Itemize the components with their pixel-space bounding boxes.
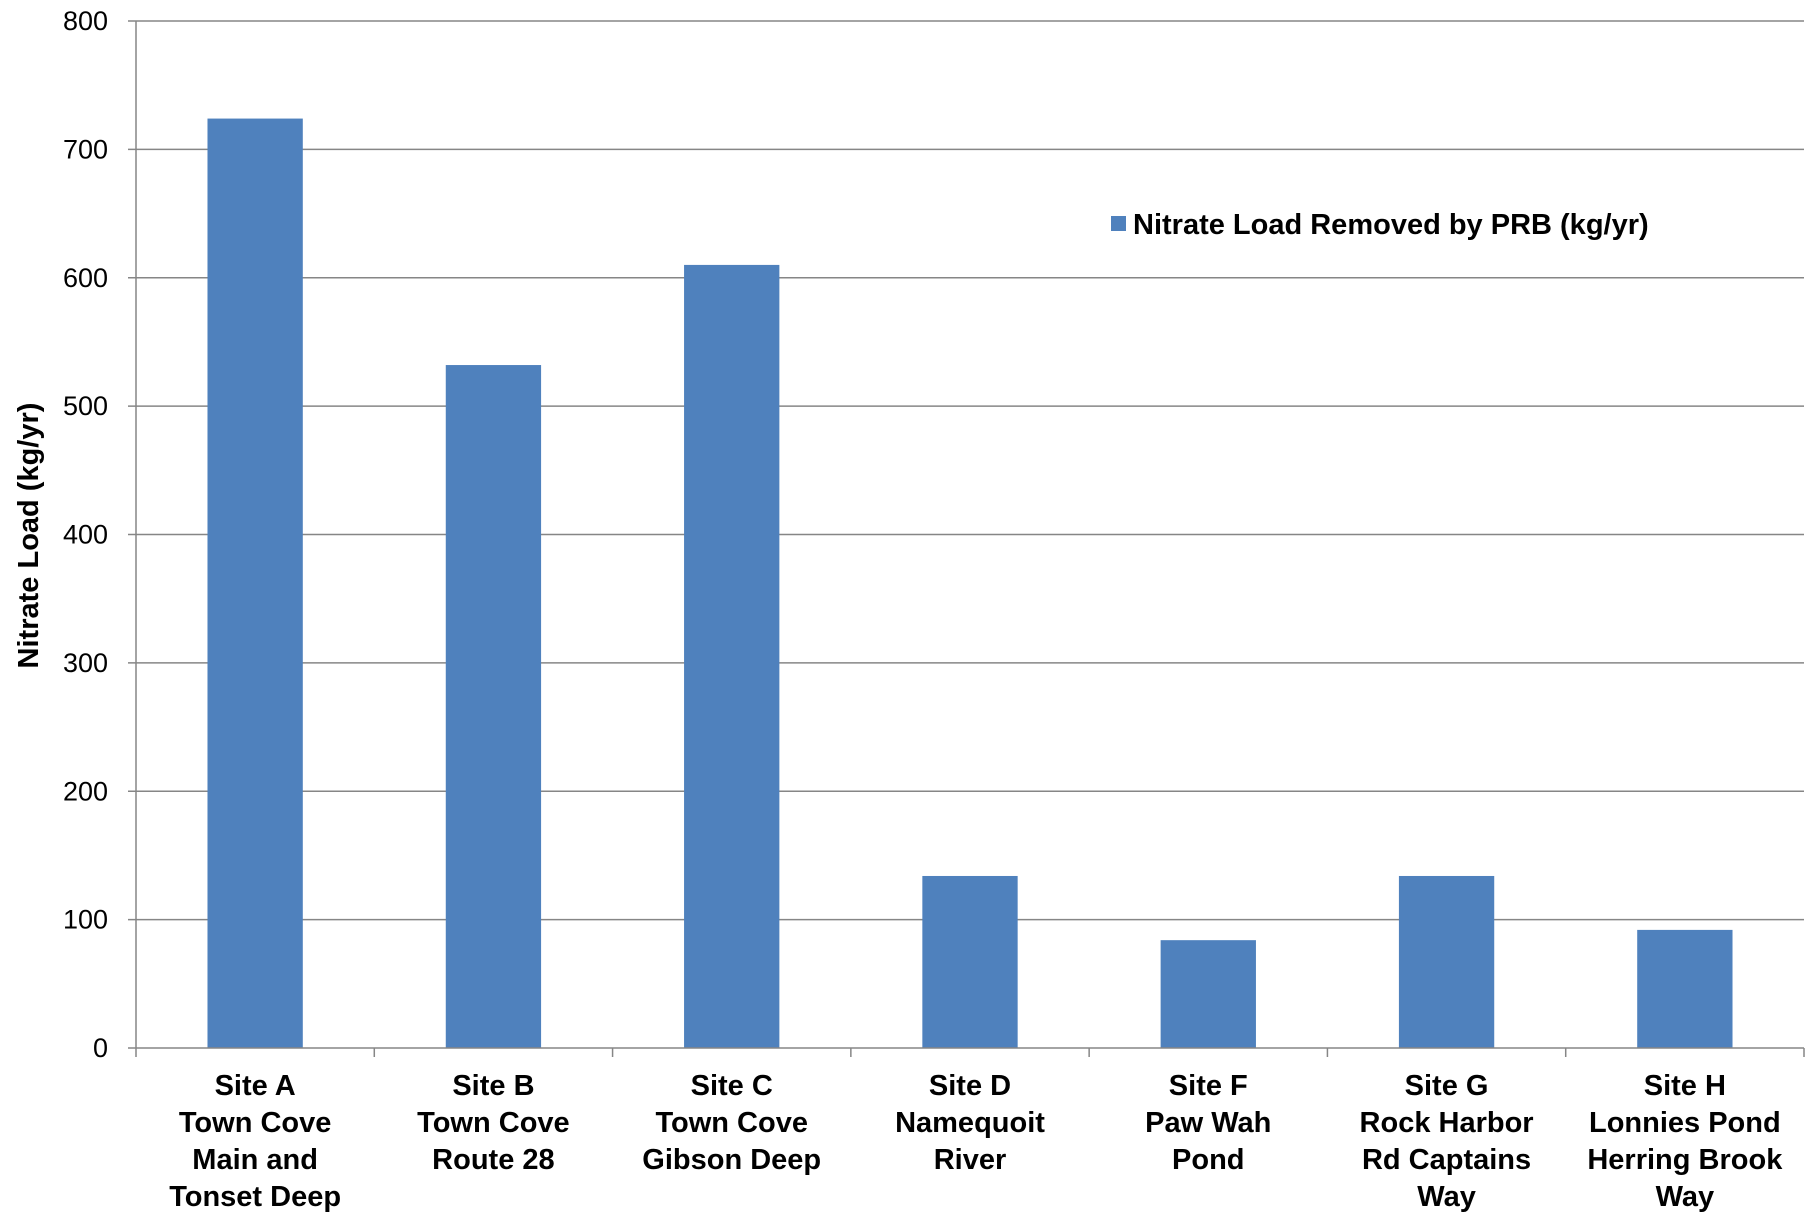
y-tick-label: 700 [63, 134, 108, 164]
x-category-label-line: Site H [1644, 1070, 1726, 1102]
axes [128, 20, 1805, 1057]
x-category-label: Site F Paw Wah Pond [1145, 1070, 1271, 1176]
x-category-label-line: Site F [1169, 1070, 1248, 1102]
x-category-label-line: Way [1417, 1181, 1476, 1213]
x-category-label-line: Gibson Deep [642, 1144, 821, 1176]
y-tick-label: 400 [63, 520, 108, 550]
x-category-label-line: Site G [1405, 1070, 1489, 1102]
bars [207, 118, 1733, 1049]
x-category-label-line: Main and [192, 1144, 318, 1176]
x-category-label-line: Town Cove [179, 1107, 332, 1139]
bar [684, 264, 780, 1049]
y-tick-label: 300 [63, 648, 108, 678]
legend-swatch [1111, 216, 1126, 231]
bar [207, 118, 303, 1048]
x-category-label-line: Tonset Deep [169, 1181, 341, 1213]
x-category-label-line: Namequoit [895, 1107, 1045, 1139]
x-category-label: Site A Town Cove Main and Tonset Deep [169, 1070, 341, 1213]
x-category-label-line: Route 28 [432, 1144, 554, 1176]
y-tick-labels: 0 100 200 300 400 500 600 700 800 [63, 6, 108, 1063]
x-category-label-line: River [934, 1144, 1007, 1176]
x-category-label-line: Rock Harbor [1360, 1107, 1534, 1139]
x-category-label-line: Pond [1172, 1144, 1245, 1176]
x-category-label: Site H Lonnies Pond Herring Brook Way [1587, 1070, 1783, 1213]
gridlines [136, 20, 1804, 921]
bar [1398, 875, 1495, 1048]
y-axis-title: Nitrate Load (kg/yr) [13, 403, 45, 669]
legend: Nitrate Load Removed by PRB (kg/yr) [1111, 209, 1649, 241]
bar [922, 875, 1018, 1048]
y-tick-label: 100 [63, 905, 108, 935]
y-tick-label: 0 [93, 1033, 108, 1063]
x-category-label-line: Way [1656, 1181, 1715, 1213]
x-category-label-line: Site C [691, 1070, 773, 1102]
bar [1160, 940, 1256, 1048]
x-category-label-line: Site A [215, 1070, 296, 1102]
y-tick-label: 800 [63, 6, 108, 36]
x-category-label: Site C Town Cove Gibson Deep [642, 1070, 821, 1176]
x-category-label-line: Rd Captains [1362, 1144, 1531, 1176]
x-category-labels: Site A Town Cove Main and Tonset Deep Site B… [169, 1070, 1783, 1213]
y-tick-label: 500 [63, 391, 108, 421]
bar [1637, 929, 1733, 1048]
legend-label: Nitrate Load Removed by PRB (kg/yr) [1133, 209, 1649, 241]
x-category-label-line: Site D [929, 1070, 1011, 1102]
y-tick-label: 200 [63, 776, 108, 806]
x-category-label: Site G Rock Harbor Rd Captains Way [1360, 1070, 1534, 1213]
x-category-label-line: Paw Wah [1145, 1107, 1271, 1139]
x-category-label-line: Town Cove [417, 1107, 570, 1139]
x-category-label-line: Town Cove [655, 1107, 808, 1139]
x-category-label-line: Lonnies Pond [1589, 1107, 1781, 1139]
y-tick-label: 600 [63, 263, 108, 293]
bar [445, 365, 542, 1048]
x-category-label: Site D Namequoit River [895, 1070, 1045, 1176]
x-category-label-line: Herring Brook [1587, 1144, 1783, 1176]
x-category-label: Site B Town Cove Route 28 [417, 1070, 570, 1176]
x-category-label-line: Site B [452, 1070, 534, 1102]
